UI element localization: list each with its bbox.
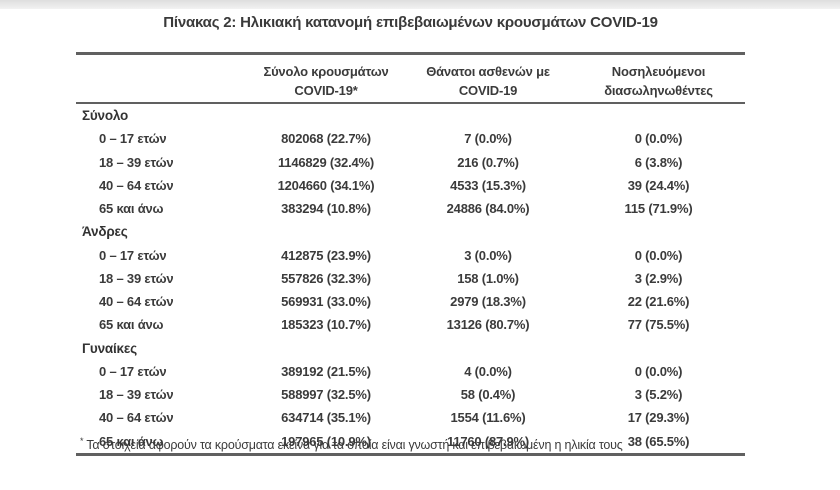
intubated-value: 0 (0.0%) xyxy=(634,131,683,147)
table-row: 18 – 39 ετών 557826 (32.3%) 158 (1.0%) 3… xyxy=(76,267,745,290)
header-total-cases-line2: COVID-19* xyxy=(294,83,358,98)
table-row: 18 – 39 ετών 588997 (32.5%) 58 (0.4%) 3 … xyxy=(76,383,745,406)
header-intubated-line2: διασωληνωθέντες xyxy=(604,83,713,98)
table-row: 40 – 64 ετών 634714 (35.1%) 1554 (11.6%)… xyxy=(76,406,745,429)
age-group-label: 0 – 17 ετών xyxy=(99,247,167,263)
header-deaths: Θάνατοι ασθενών με COVID-19 xyxy=(404,62,572,100)
deaths-value: 11760 (87.9%) xyxy=(447,433,529,449)
age-group-label: 40 – 64 ετών xyxy=(99,294,174,310)
section-header-women: Γυναίκες xyxy=(82,340,137,356)
age-group-label: 0 – 17 ετών xyxy=(99,131,167,147)
header-deaths-line1: Θάνατοι ασθενών με xyxy=(426,64,550,79)
cases-value: 412875 (23.9%) xyxy=(281,247,371,263)
table-row: 65 και άνω 383294 (10.8%) 24886 (84.0%) … xyxy=(76,197,745,220)
deaths-value: 158 (1.0%) xyxy=(457,270,519,286)
table-body: Σύνολο 0 – 17 ετών 802068 (22.7%) 7 (0.0… xyxy=(76,104,745,453)
deaths-value: 3 (0.0%) xyxy=(464,247,512,263)
age-group-label: 0 – 17 ετών xyxy=(99,363,167,379)
age-group-label: 65 και άνω xyxy=(99,317,164,333)
table-row: 0 – 17 ετών 412875 (23.9%) 3 (0.0%) 0 (0… xyxy=(76,244,745,267)
section-header-men: Άνδρες xyxy=(82,224,128,240)
header-intubated: Νοσηλευόμενοι διασωληνωθέντες xyxy=(572,62,745,100)
table-row: 0 – 17 ετών 802068 (22.7%) 7 (0.0%) 0 (0… xyxy=(76,127,745,150)
cases-value: 557826 (32.3%) xyxy=(281,270,371,286)
intubated-value: 39 (24.4%) xyxy=(627,177,690,193)
header-deaths-line2: COVID-19 xyxy=(458,83,518,98)
intubated-value: 0 (0.0%) xyxy=(634,363,683,379)
intubated-value: 38 (65.5%) xyxy=(627,433,690,449)
top-edge-strip xyxy=(0,0,840,9)
table-row: 65 και άνω 197965 (10.9%) 11760 (87.9%) … xyxy=(76,430,745,453)
table-row: 0 – 17 ετών 389192 (21.5%) 4 (0.0%) 0 (0… xyxy=(76,360,745,383)
footnote-text: Τα στοιχεία αφορούν τα κρούσματα εκείνα … xyxy=(86,438,623,453)
intubated-value: 0 (0.0%) xyxy=(634,247,683,263)
table-header-row: Σύνολο κρουσμάτων COVID-19* Θάνατοι ασθε… xyxy=(76,55,745,104)
intubated-value: 77 (75.5%) xyxy=(627,317,690,333)
footnote-asterisk: * xyxy=(80,436,84,446)
cases-value: 569931 (33.0%) xyxy=(281,294,371,310)
intubated-value: 22 (21.6%) xyxy=(627,294,690,310)
age-group-label: 65 και άνω xyxy=(99,433,164,449)
header-intubated-line1: Νοσηλευόμενοι xyxy=(611,64,706,79)
deaths-value: 58 (0.4%) xyxy=(460,387,516,403)
age-group-label: 18 – 39 ετών xyxy=(99,270,174,286)
covid-age-distribution-table: Σύνολο κρουσμάτων COVID-19* Θάνατοι ασθε… xyxy=(76,52,745,456)
cases-value: 185323 (10.7%) xyxy=(281,317,371,333)
intubated-value: 3 (2.9%) xyxy=(634,270,683,286)
age-group-label: 18 – 39 ετών xyxy=(99,387,174,403)
table-row: 18 – 39 ετών 1146829 (32.4%) 216 (0.7%) … xyxy=(76,151,745,174)
age-group-label: 40 – 64 ετών xyxy=(99,177,174,193)
intubated-value: 3 (5.2%) xyxy=(634,387,683,403)
age-group-label: 65 και άνω xyxy=(99,201,164,217)
deaths-value: 216 (0.7%) xyxy=(457,154,519,170)
header-total-cases: Σύνολο κρουσμάτων COVID-19* xyxy=(248,62,404,100)
deaths-value: 7 (0.0%) xyxy=(464,131,512,147)
cases-value: 588997 (32.5%) xyxy=(281,387,371,403)
intubated-value: 115 (71.9%) xyxy=(624,201,693,217)
deaths-value: 13126 (80.7%) xyxy=(446,317,530,333)
table-row: 65 και άνω 185323 (10.7%) 13126 (80.7%) … xyxy=(76,313,745,336)
age-group-label: 40 – 64 ετών xyxy=(99,410,174,426)
cases-value: 389192 (21.5%) xyxy=(281,363,371,379)
table-row: 40 – 64 ετών 1204660 (34.1%) 4533 (15.3%… xyxy=(76,174,745,197)
cases-value: 197965 (10.9%) xyxy=(281,433,371,449)
deaths-value: 24886 (84.0%) xyxy=(446,201,530,217)
cases-value: 802068 (22.7%) xyxy=(281,131,371,147)
section-header-total: Σύνολο xyxy=(82,108,129,124)
cases-value: 1146829 (32.4%) xyxy=(277,154,375,170)
deaths-value: 1554 (11.6%) xyxy=(450,410,526,426)
age-group-label: 18 – 39 ετών xyxy=(99,154,174,170)
intubated-value: 17 (29.3%) xyxy=(627,410,690,426)
deaths-value: 4533 (15.3%) xyxy=(450,177,526,193)
table-footnote: * Τα στοιχεία αφορούν τα κρούσματα εκείνα… xyxy=(80,436,760,452)
deaths-value: 4 (0.0%) xyxy=(464,363,512,379)
intubated-value: 6 (3.8%) xyxy=(634,154,683,170)
table-title: Πίνακας 2: Ηλικιακή κατανομή επιβεβαιωμέ… xyxy=(163,14,658,31)
cases-value: 634714 (35.1%) xyxy=(281,410,371,426)
cases-value: 1204660 (34.1%) xyxy=(277,177,375,193)
header-total-cases-line1: Σύνολο κρουσμάτων xyxy=(263,64,389,79)
cases-value: 383294 (10.8%) xyxy=(281,201,371,217)
table-row: 40 – 64 ετών 569931 (33.0%) 2979 (18.3%)… xyxy=(76,290,745,313)
deaths-value: 2979 (18.3%) xyxy=(450,294,526,310)
